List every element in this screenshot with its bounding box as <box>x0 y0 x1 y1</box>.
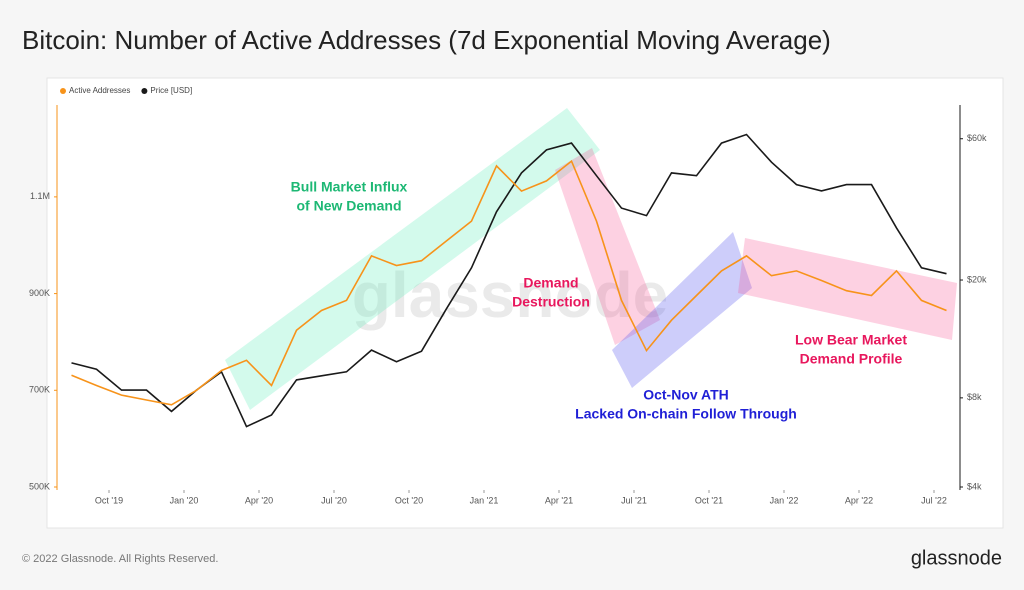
annotation: Demand Profile <box>800 351 903 367</box>
bull-band <box>225 108 600 410</box>
x-tick-label: Apr '22 <box>845 495 873 505</box>
page-title: Bitcoin: Number of Active Addresses (7d … <box>22 25 831 55</box>
y2-tick-label: $60k <box>967 133 987 143</box>
series-line <box>71 159 947 406</box>
legend-marker <box>60 88 66 94</box>
y2-tick-label: $4k <box>967 481 982 491</box>
annotation: Bull Market Influx <box>291 179 408 195</box>
annotation: Lacked On-chain Follow Through <box>575 406 797 422</box>
x-tick-label: Oct '19 <box>95 495 123 505</box>
chart-panel <box>46 77 1004 529</box>
x-tick-label: Jan '22 <box>770 495 799 505</box>
x-tick-label: Jan '21 <box>470 495 499 505</box>
x-tick-label: Apr '20 <box>245 495 273 505</box>
annotation: Demand <box>523 275 578 291</box>
x-tick-label: Jan '20 <box>170 495 199 505</box>
annotation: Low Bear Market <box>795 332 907 348</box>
x-tick-label: Jul '20 <box>321 495 347 505</box>
annotation: of New Demand <box>296 198 401 214</box>
annotation: Destruction <box>512 294 590 310</box>
y-tick-label: 700K <box>29 385 50 395</box>
legend-marker <box>141 88 148 94</box>
y2-tick-label: $8k <box>967 392 982 402</box>
y-tick-label: 500K <box>29 481 50 491</box>
x-tick-label: Apr '21 <box>545 495 573 505</box>
x-tick-label: Oct '20 <box>395 495 423 505</box>
y-tick-label: 900K <box>29 288 50 298</box>
watermark: glassnode <box>352 259 669 331</box>
y2-tick-label: $20k <box>967 274 987 284</box>
legend-label: Price [USD] <box>150 86 192 95</box>
series-line <box>71 133 947 428</box>
destruction-band <box>555 148 660 345</box>
x-tick-label: Jul '21 <box>621 495 647 505</box>
x-tick-label: Oct '21 <box>695 495 723 505</box>
logo: glassnode <box>911 547 1002 569</box>
copyright: © 2022 Glassnode. All Rights Reserved. <box>22 553 218 565</box>
bear-band <box>738 238 957 340</box>
legend-label: Active Addresses <box>69 86 130 95</box>
x-tick-label: Jul '22 <box>921 495 947 505</box>
y-tick-label: 1.1M <box>30 191 50 201</box>
annotation: Oct-Nov ATH <box>643 387 729 403</box>
